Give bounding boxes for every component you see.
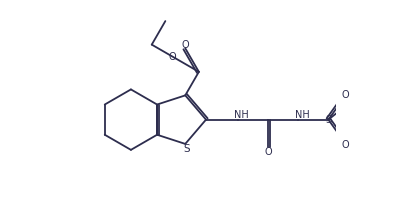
Text: S: S — [325, 115, 332, 125]
Text: NH: NH — [234, 110, 249, 120]
Text: S: S — [183, 144, 190, 154]
Text: O: O — [342, 140, 349, 150]
Text: O: O — [264, 147, 272, 157]
Text: NH: NH — [295, 110, 310, 120]
Text: O: O — [182, 40, 189, 50]
Text: O: O — [169, 52, 176, 62]
Text: O: O — [342, 89, 349, 99]
